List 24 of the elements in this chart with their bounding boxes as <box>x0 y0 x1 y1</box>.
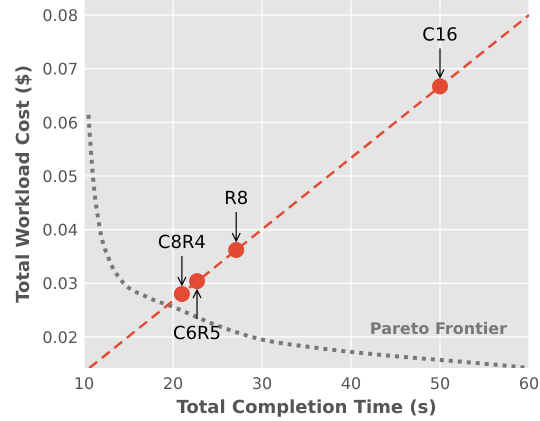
x-tick-label: 10 <box>74 374 94 393</box>
point <box>174 286 190 302</box>
x-tick-label: 30 <box>252 374 272 393</box>
series-label: Pareto Frontier <box>370 319 508 338</box>
annotation: C6R5 <box>173 323 222 344</box>
x-tick-label: 50 <box>430 374 450 393</box>
y-tick-label: 0.08 <box>42 6 78 26</box>
x-tick-label: 40 <box>340 374 362 393</box>
x-tick-label: 60 <box>518 374 540 393</box>
y-tick-label: 0.02 <box>42 328 78 347</box>
y-axis-title: Total Workload Cost ($) <box>13 65 34 303</box>
point <box>432 78 448 94</box>
y-tick-label: 0.07 <box>42 60 78 79</box>
point <box>228 242 244 258</box>
y-tick-label: 0.03 <box>42 274 78 294</box>
point <box>189 273 206 290</box>
annotation: C16 <box>422 24 458 46</box>
x-tick-label: 20 <box>162 374 184 393</box>
y-tick-label: 0.04 <box>42 220 78 240</box>
annotation: R8 <box>224 188 248 209</box>
annotation: C8R4 <box>158 232 206 253</box>
x-axis-title: Total Completion Time (s) <box>176 397 437 418</box>
y-tick-label: 0.05 <box>42 166 78 186</box>
y-tick-label: 0.06 <box>42 113 78 132</box>
